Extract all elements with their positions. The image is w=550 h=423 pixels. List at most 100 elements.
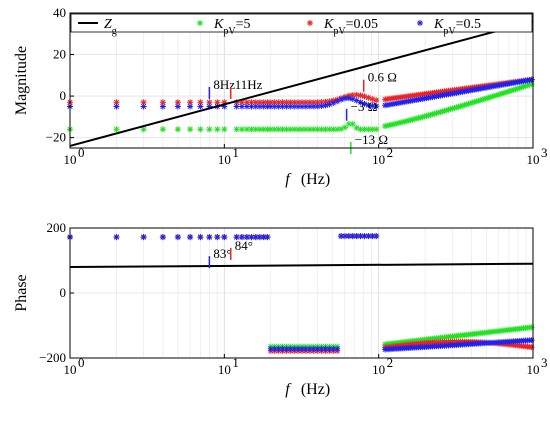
data-point — [528, 324, 535, 331]
marker-stroke — [303, 346, 309, 352]
marker-stroke — [303, 103, 309, 110]
y-tick-label: 200 — [47, 220, 67, 235]
marker-stroke — [160, 99, 166, 105]
annotation-label: −13 Ω — [355, 132, 388, 147]
marker-stroke — [315, 99, 321, 105]
marker-stroke — [295, 346, 301, 352]
marker-stroke — [160, 234, 166, 240]
marker-stroke — [197, 234, 203, 240]
marker-stroke — [295, 103, 301, 110]
marker-stroke — [315, 126, 321, 132]
marker-stroke — [253, 99, 259, 105]
data-point — [345, 120, 352, 127]
legend-label-sub: pV — [443, 26, 456, 37]
x-tick-exponent: 2 — [387, 145, 394, 160]
data-point — [361, 126, 368, 133]
data-point — [221, 234, 228, 241]
marker-stroke — [346, 233, 352, 239]
marker-stroke — [206, 99, 212, 105]
marker-stroke — [279, 99, 286, 105]
axes-frame — [69, 12, 534, 149]
x-tick-label: 10 — [218, 152, 231, 167]
marker-stroke — [141, 126, 147, 132]
marker-stroke — [334, 346, 340, 352]
data-point — [238, 234, 245, 241]
marker-stroke — [261, 99, 267, 105]
marker-stroke — [330, 346, 336, 352]
marker-stroke — [261, 126, 267, 132]
marker-stroke — [214, 234, 220, 240]
marker-stroke — [369, 233, 375, 239]
marker-stroke — [214, 126, 220, 132]
marker-stroke — [268, 346, 274, 352]
data-point — [318, 103, 325, 109]
marker-stroke — [268, 99, 274, 105]
marker-stroke — [295, 126, 301, 132]
marker-stroke — [244, 126, 250, 132]
marker-stroke — [326, 126, 332, 132]
marker-stroke — [268, 126, 274, 132]
data-point — [206, 126, 213, 133]
data-point — [214, 126, 221, 133]
marker-stroke — [197, 99, 203, 105]
marker-stroke — [361, 93, 368, 99]
zg-line — [69, 20, 534, 147]
marker-stroke — [354, 97, 360, 104]
marker-stroke — [291, 346, 297, 352]
legend-box — [70, 13, 533, 33]
marker-stroke — [239, 103, 245, 110]
marker-stroke — [239, 234, 245, 240]
marker-stroke — [295, 99, 301, 105]
marker-stroke — [354, 125, 360, 131]
marker-stroke — [358, 126, 364, 132]
x-tick-exponent: 1 — [232, 145, 239, 160]
data-point — [279, 103, 286, 110]
marker-stroke — [361, 126, 368, 132]
marker-stroke — [279, 346, 286, 352]
marker-stroke — [330, 126, 336, 132]
legend-marker — [307, 20, 313, 26]
data-point — [349, 121, 356, 127]
legend-label-rest: =5 — [236, 17, 251, 32]
legend-marker — [197, 20, 203, 26]
marker-stroke — [268, 103, 274, 110]
x-tick-exponent: 3 — [541, 355, 548, 370]
legend: Zg KpV=5 KpV=0.05 KpV=0.5 — [70, 13, 533, 37]
x-tick-exponent: 0 — [78, 145, 85, 160]
marker-stroke — [175, 126, 181, 132]
marker-stroke — [141, 234, 147, 240]
data-point — [221, 126, 228, 133]
marker-stroke — [342, 233, 348, 239]
data-point — [345, 233, 352, 240]
marker-stroke — [342, 124, 348, 130]
data-point — [214, 234, 221, 241]
data-point — [353, 233, 360, 240]
data-point — [287, 103, 294, 110]
data-point — [197, 103, 204, 110]
marker-stroke — [365, 126, 371, 132]
marker-stroke — [322, 126, 329, 132]
marker-stroke — [276, 126, 282, 132]
data-point — [369, 102, 376, 109]
data-point — [197, 234, 204, 241]
marker-stroke — [287, 126, 293, 132]
marker-stroke — [315, 346, 321, 352]
marker-stroke — [272, 99, 278, 105]
data-point — [287, 345, 294, 352]
marker-stroke — [315, 103, 321, 109]
data-point — [373, 233, 380, 240]
marker-stroke — [299, 103, 305, 110]
marker-stroke — [141, 99, 147, 105]
x-tick-label: 10 — [372, 152, 385, 167]
annotation-label: 11Hz — [235, 77, 263, 92]
marker-stroke — [283, 99, 289, 105]
marker-stroke — [187, 99, 193, 105]
marker-stroke — [365, 102, 371, 108]
marker-stroke — [369, 126, 375, 132]
marker-stroke — [197, 103, 203, 110]
data-point — [345, 95, 352, 102]
marker-stroke — [276, 99, 282, 105]
marker-stroke — [373, 233, 379, 239]
data-point — [140, 234, 147, 241]
